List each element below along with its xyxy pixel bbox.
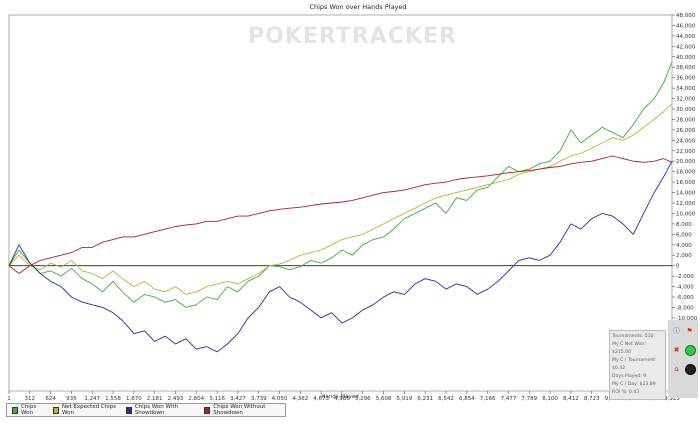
y-tick-label: 0 <box>676 264 680 270</box>
y-tick-label: 24,000 <box>676 138 696 144</box>
x-tick-label: 935 <box>66 396 77 402</box>
series-line-chips-won <box>8 61 673 308</box>
stats-line: My C / Tournament: $0.42 <box>612 358 657 371</box>
y-tick-label: 32,000 <box>676 97 696 103</box>
x-tick-label: 5,919 <box>396 396 412 402</box>
legend-label: Net Expected Chips Won <box>62 404 117 416</box>
x-axis-label: Hands Played <box>321 394 358 400</box>
x-tick-label: 1,247 <box>84 396 100 402</box>
x-tick-label: 624 <box>45 396 56 402</box>
series-line-net-expected-chips-won <box>8 103 673 295</box>
y-tick-label: -10,000 <box>676 316 698 322</box>
x-tick-label: 7,789 <box>521 396 537 402</box>
y-tick-label: 26,000 <box>676 128 696 134</box>
y-tick-label: 8,000 <box>676 222 692 228</box>
y-tick-label: 18,000 <box>676 170 696 176</box>
y-tick-label: 22,000 <box>676 149 696 155</box>
stats-line: ROI %: 0.43 <box>612 390 640 395</box>
x-tick-label: 4,362 <box>292 396 308 402</box>
x-tick-label: 4,050 <box>272 396 288 402</box>
plot-area <box>8 14 673 392</box>
x-tick-label: 9,925 <box>664 396 680 402</box>
x-tick-label: 7,166 <box>480 396 496 402</box>
chart-title: Chips Won over Hands Played <box>309 3 406 11</box>
x-axis: 1 312 624 935 1,247 1,558 1,870 2,181 2,493 2,804… <box>7 391 680 402</box>
x-tick-label: 3,739 <box>251 396 267 402</box>
x-tick-label: 8,723 <box>584 396 600 402</box>
x-tick-label: 5,296 <box>355 396 371 402</box>
legend-item-chips-won[interactable]: Chips Won <box>12 404 44 416</box>
legend-swatch <box>12 406 18 414</box>
x-tick-label: 1,870 <box>126 396 142 402</box>
tools-icon[interactable]: ✖ <box>673 345 680 354</box>
y-tick-label: -8,000 <box>676 305 694 311</box>
y-tick-label: -4,000 <box>676 285 694 291</box>
side-panel: ⓘ ⚑ ✖ ⌂ <box>668 320 698 398</box>
x-tick-label: 7,477 <box>501 396 517 402</box>
y-tick-label: 42,000 <box>676 44 696 50</box>
y-tick-label: -2,000 <box>676 274 694 280</box>
flag-icon[interactable]: ⚑ <box>686 326 693 335</box>
legend: Chips Won Net Expected Chips Won Chips W… <box>6 403 286 417</box>
x-tick-label: 6,854 <box>459 396 475 402</box>
y-tick-label: 10,000 <box>676 211 696 217</box>
y-tick-label: 28,000 <box>676 117 696 123</box>
stats-line: Days Played: 9 <box>612 374 647 379</box>
legend-label: Chips Won Without Showdown <box>213 404 266 416</box>
y-tick-label: 2,000 <box>676 253 692 259</box>
stats-line: My C / Day: $23.89 <box>612 382 656 387</box>
legend-label: Chips Won <box>20 404 37 416</box>
series-line-chips-won-with-showdown <box>8 160 673 353</box>
legend-swatch <box>125 406 132 414</box>
x-tick-label: 2,181 <box>147 396 163 402</box>
x-tick-label: 8,412 <box>563 396 579 402</box>
legend-item-net-expected[interactable]: Net Expected Chips Won <box>52 404 117 416</box>
x-tick-label: 6,542 <box>438 396 454 402</box>
x-tick-label: 1,558 <box>105 396 121 402</box>
x-tick-label: 6,231 <box>417 396 433 402</box>
x-tick-label: 4,673 <box>313 396 329 402</box>
legend-item-without-showdown[interactable]: Chips Won Without Showdown <box>204 404 281 416</box>
legend-swatch <box>204 406 211 414</box>
x-tick-label: 1 <box>7 396 11 402</box>
y-tick-label: 12,000 <box>676 201 696 207</box>
legend-item-with-showdown[interactable]: Chips Won With Showdown <box>125 404 195 416</box>
y-tick-label: 30,000 <box>676 107 696 113</box>
x-tick-label: 8,100 <box>542 396 558 402</box>
x-tick-label: 3,427 <box>230 396 246 402</box>
black-dot-icon[interactable] <box>685 364 696 375</box>
x-tick-label: 312 <box>25 396 36 402</box>
x-tick-label: 2,493 <box>168 396 184 402</box>
y-tick-label: 14,000 <box>676 191 696 197</box>
y-tick-label: 36,000 <box>676 76 696 82</box>
y-tick-label: 6,000 <box>676 232 692 238</box>
y-tick-label: 40,000 <box>676 55 696 61</box>
stats-line: My C Net Won: $215.00 <box>612 342 646 355</box>
x-tick-label: 5,608 <box>376 396 392 402</box>
legend-swatch <box>52 406 59 414</box>
y-tick-label: 20,000 <box>676 159 696 165</box>
green-dot-icon[interactable] <box>685 345 696 356</box>
y-tick-label: 44,000 <box>676 34 696 40</box>
y-tick-label: 48,000 <box>676 13 696 19</box>
y-tick-label: 16,000 <box>676 180 696 186</box>
stats-line: Tournaments: 510 <box>612 334 654 339</box>
legend-label: Chips Won With Showdown <box>134 404 178 416</box>
y-tick-label: 4,000 <box>676 243 692 249</box>
x-tick-label: 3,116 <box>209 396 225 402</box>
y-tick-label: 46,000 <box>676 23 696 29</box>
x-tick-label: 4,985 <box>334 396 350 402</box>
stats-panel: Tournaments: 510 My C Net Won: $215.00 M… <box>609 330 666 400</box>
chart-icon[interactable]: ⌂ <box>674 364 679 373</box>
info-icon[interactable]: ⓘ <box>673 326 680 335</box>
series-line-chips-won-without-showdown <box>8 155 673 274</box>
y-tick-label: 34,000 <box>676 86 696 92</box>
y-tick-label: 38,000 <box>676 65 696 71</box>
y-tick-label: -6,000 <box>676 295 694 301</box>
watermark: POKERTRACKER <box>248 24 457 49</box>
x-tick-label: 2,804 <box>188 396 204 402</box>
series-lines <box>8 61 673 353</box>
